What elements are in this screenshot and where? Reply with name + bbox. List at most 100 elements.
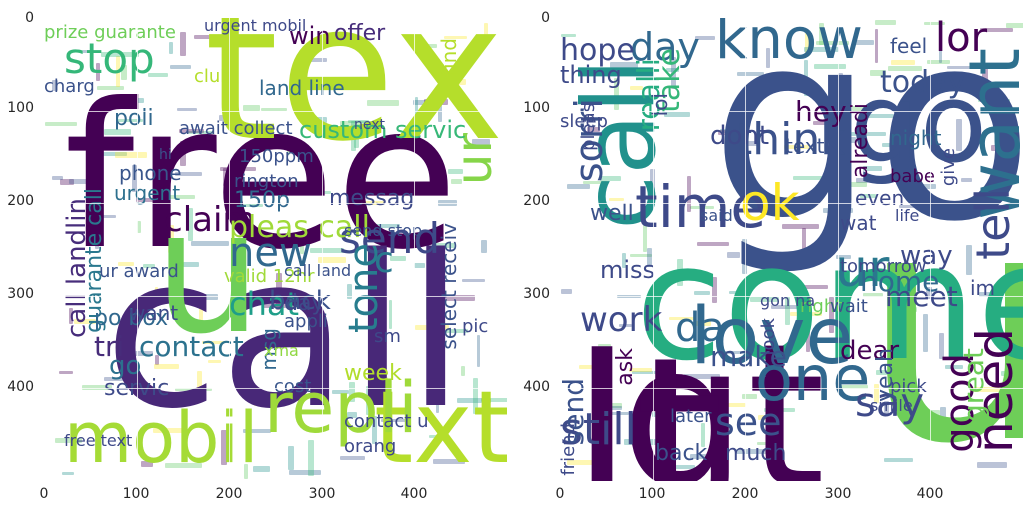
word-give: give <box>938 148 959 187</box>
filler-word-mark <box>103 377 135 382</box>
word-cost: cost <box>274 376 312 397</box>
filler-word-mark <box>310 190 331 194</box>
filler-word-mark <box>433 243 456 249</box>
word-tomorrow: tomorrow <box>840 256 927 277</box>
filler-word-mark <box>881 143 897 147</box>
filler-word-mark <box>818 22 825 45</box>
filler-word-mark <box>472 378 479 414</box>
filler-word-mark <box>154 354 159 366</box>
filler-word-mark <box>801 228 806 258</box>
filler-word-mark <box>347 119 369 124</box>
filler-word-mark <box>390 255 407 261</box>
word-look: look <box>758 318 779 356</box>
word-tell: tell <box>966 188 1020 260</box>
filler-word-mark <box>591 412 629 416</box>
filler-word-mark <box>288 446 294 471</box>
filler-word-mark <box>437 199 457 206</box>
filler-word-mark <box>74 318 97 325</box>
filler-word-mark <box>658 408 692 413</box>
filler-word-mark <box>758 415 783 421</box>
word-send: send <box>339 214 441 263</box>
filler-word-mark <box>221 430 228 465</box>
filler-word-mark <box>307 80 345 86</box>
grid-line-vertical <box>229 18 231 481</box>
word-make: make <box>710 340 787 373</box>
filler-word-mark <box>197 371 202 396</box>
grid-line-vertical <box>930 18 932 481</box>
filler-word-mark <box>813 121 832 126</box>
filler-word-mark <box>51 176 63 181</box>
filler-word-mark <box>899 178 919 184</box>
filler-word-mark <box>354 134 360 148</box>
word-come: come <box>635 209 1023 396</box>
filler-word-mark <box>741 394 757 400</box>
word-text: text <box>785 134 825 158</box>
filler-word-mark <box>977 98 1010 102</box>
filler-word-mark <box>718 130 748 136</box>
filler-word-mark <box>561 33 577 37</box>
filler-word-mark <box>480 239 487 253</box>
filler-word-mark <box>191 240 229 246</box>
filler-word-mark <box>176 108 198 112</box>
word-one: one <box>755 342 871 415</box>
filler-word-mark <box>101 151 128 156</box>
filler-word-mark <box>623 439 658 445</box>
filler-word-mark <box>52 80 58 91</box>
filler-word-mark <box>792 284 829 290</box>
word-babe: babe <box>890 166 935 187</box>
filler-word-mark <box>784 144 810 150</box>
filler-word-mark <box>771 396 777 434</box>
word-u: u <box>860 142 1023 481</box>
filler-word-mark <box>94 215 100 250</box>
filler-word-mark <box>694 321 712 327</box>
filler-word-mark <box>62 471 75 476</box>
word-friend: friend <box>560 423 579 476</box>
word-pick: pick <box>890 376 927 397</box>
filler-word-mark <box>44 122 78 126</box>
filler-word-mark <box>88 212 93 233</box>
filler-word-mark <box>262 303 294 309</box>
word-right: right <box>800 296 843 317</box>
word-sleep: sleep <box>560 111 608 132</box>
filler-word-mark <box>982 66 988 103</box>
word-custom-servic: custom servic <box>299 116 467 144</box>
filler-word-mark <box>567 183 591 190</box>
filler-word-mark <box>947 66 984 70</box>
word-sm: sm <box>374 326 401 347</box>
filler-word-mark <box>632 370 659 374</box>
filler-word-mark <box>242 429 271 433</box>
word-call: call <box>104 210 465 455</box>
grid-line-vertical <box>837 18 839 481</box>
filler-word-mark <box>260 108 287 112</box>
word-go: go <box>850 59 988 187</box>
filler-word-mark <box>244 463 249 480</box>
filler-word-mark <box>970 387 1006 393</box>
filler-word-mark <box>887 66 922 72</box>
filler-word-mark <box>125 328 130 353</box>
word-smile: smile <box>870 396 913 415</box>
filler-word-mark <box>167 225 174 254</box>
grid-line-horizontal <box>560 110 1023 112</box>
word-hi: hi <box>159 147 172 163</box>
filler-word-mark <box>147 72 169 78</box>
filler-word-mark <box>848 181 868 188</box>
filler-word-mark <box>167 194 196 200</box>
filler-word-mark <box>805 33 811 56</box>
filler-word-mark <box>101 51 139 58</box>
filler-word-mark <box>945 365 964 369</box>
filler-word-mark <box>825 137 857 143</box>
filler-word-mark <box>188 131 215 135</box>
filler-word-mark <box>771 304 808 309</box>
filler-word-mark <box>170 65 192 69</box>
y-tick-100: 100 <box>7 100 34 116</box>
filler-word-mark <box>677 259 683 287</box>
x-tick-200: 200 <box>215 486 243 502</box>
word-find: find <box>437 38 461 76</box>
filler-word-mark <box>333 86 354 91</box>
word-time: time <box>635 173 767 241</box>
word-hope: hope <box>560 33 635 68</box>
filler-word-mark <box>789 312 823 317</box>
word-tri: tri <box>94 330 125 363</box>
filler-word-mark <box>734 449 773 454</box>
filler-word-mark <box>684 373 721 380</box>
